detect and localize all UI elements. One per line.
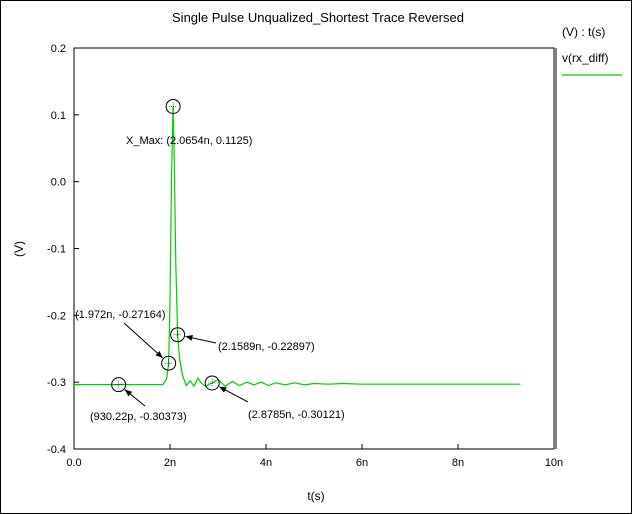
x-tick-label: 0.0	[66, 457, 81, 469]
y-tick-label: -0.4	[47, 444, 66, 456]
annotation-marker	[165, 98, 181, 114]
annotation-arrowhead	[185, 334, 193, 341]
x-tick-label: 6n	[356, 457, 368, 469]
y-tick-label: 0.0	[51, 177, 66, 189]
y-axis: 0.2 0.1 0.0 -0.1 -0.2 -0.3 -0.4	[47, 43, 79, 456]
annotation-label: X_Max: (2.0654n, 0.1125)	[126, 135, 252, 147]
chart-title: Single Pulse Unqualized_Shortest Trace R…	[172, 10, 464, 25]
legend-header: (V) : t(s)	[562, 25, 605, 39]
y-tick-label: 0.1	[51, 110, 66, 122]
x-axis-label: t(s)	[307, 489, 324, 503]
annotation-label: (1.972n, -0.27164)	[75, 309, 166, 321]
annotation-marker	[111, 377, 127, 393]
y-tick-label: -0.1	[47, 244, 66, 256]
legend-label: v(rx_diff)	[562, 51, 608, 65]
annotation-arrowhead	[155, 350, 163, 358]
y-axis-label: (V)	[12, 241, 26, 257]
x-axis: 0.0 2n 4n 6n 8n 10n	[66, 444, 563, 469]
annotation-marker	[170, 327, 186, 343]
annotation-label: (2.1589n, -0.22897)	[218, 341, 315, 353]
annotation: (1.972n, -0.27164)	[75, 309, 177, 371]
annotation-marker	[204, 375, 220, 391]
legend: v(rx_diff)	[562, 51, 622, 76]
y-tick-label: 0.2	[51, 43, 66, 55]
annotation: (2.8785n, -0.30121)	[204, 375, 345, 421]
annotation-arrowhead	[219, 386, 227, 393]
annotation: (930.22p, -0.30373)	[90, 377, 187, 423]
x-tick-label: 10n	[545, 457, 563, 469]
annotation-label: (2.8785n, -0.30121)	[248, 409, 345, 421]
y-tick-label: -0.2	[47, 310, 66, 322]
annotation-arrow	[123, 322, 164, 359]
annotation-layer: X_Max: (2.0654n, 0.1125) (1.972n, -0.2716…	[75, 98, 345, 423]
annotation: X_Max: (2.0654n, 0.1125)	[126, 98, 252, 147]
annotation: (2.1589n, -0.22897)	[170, 327, 315, 353]
annotation-arrowhead	[124, 389, 133, 397]
y-tick-label: -0.3	[47, 377, 66, 389]
x-tick-label: 8n	[452, 457, 464, 469]
annotation-label: (930.22p, -0.30373)	[90, 411, 187, 423]
plot-area	[73, 47, 555, 450]
annotation-marker	[161, 355, 177, 371]
x-tick-label: 4n	[260, 457, 272, 469]
x-tick-label: 2n	[164, 457, 176, 469]
